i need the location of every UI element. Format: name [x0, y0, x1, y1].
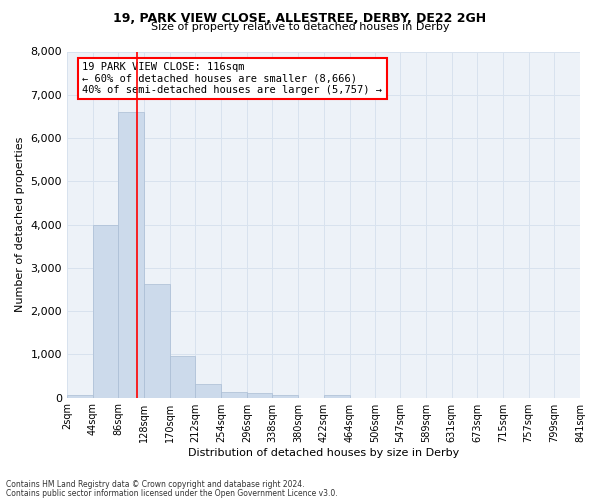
Bar — [272, 395, 298, 398]
Bar — [93, 226, 118, 398]
Bar — [144, 284, 170, 398]
Bar — [196, 384, 221, 398]
Bar — [221, 392, 247, 398]
Bar — [170, 356, 196, 398]
Bar — [247, 393, 272, 398]
Text: 19, PARK VIEW CLOSE, ALLESTREE, DERBY, DE22 2GH: 19, PARK VIEW CLOSE, ALLESTREE, DERBY, D… — [113, 12, 487, 26]
Bar — [324, 394, 350, 398]
Bar — [67, 395, 93, 398]
Bar — [118, 112, 144, 398]
Text: Size of property relative to detached houses in Derby: Size of property relative to detached ho… — [151, 22, 449, 32]
Text: Contains public sector information licensed under the Open Government Licence v3: Contains public sector information licen… — [6, 488, 338, 498]
Y-axis label: Number of detached properties: Number of detached properties — [15, 137, 25, 312]
X-axis label: Distribution of detached houses by size in Derby: Distribution of detached houses by size … — [188, 448, 459, 458]
Text: 19 PARK VIEW CLOSE: 116sqm
← 60% of detached houses are smaller (8,666)
40% of s: 19 PARK VIEW CLOSE: 116sqm ← 60% of deta… — [82, 62, 382, 95]
Text: Contains HM Land Registry data © Crown copyright and database right 2024.: Contains HM Land Registry data © Crown c… — [6, 480, 305, 489]
